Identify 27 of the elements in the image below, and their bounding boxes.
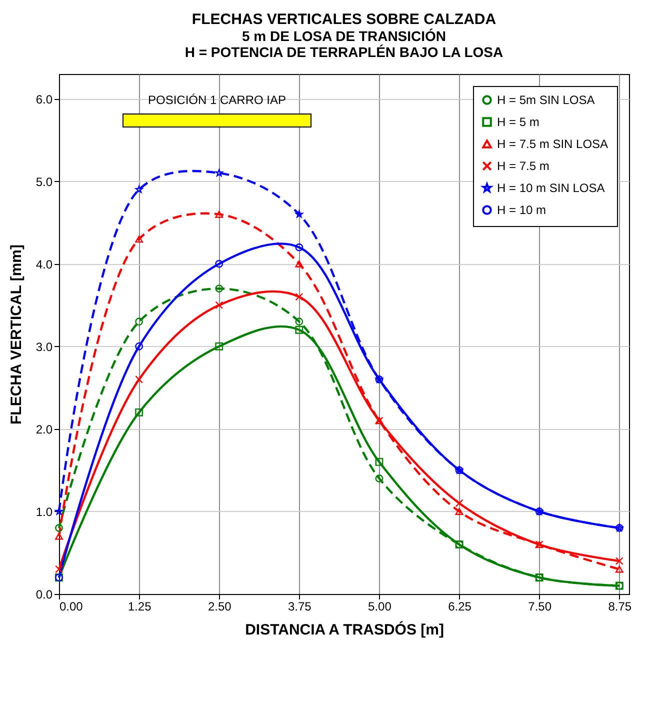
x-tick-label: 0.00 [60,600,84,614]
x-tick-label: 2.50 [208,600,232,614]
y-tick-label: 2.0 [36,422,53,436]
x-tick-label: 3.75 [288,600,312,614]
text: 5 m DE LOSA DE TRANSICIÓN [242,28,446,44]
legend-label: H = 7.5 m SIN LOSA [497,137,608,151]
x-tick-label: 5.00 [368,600,392,614]
legend-label: H = 10 m [497,203,546,217]
y-tick-label: 3.0 [36,340,53,354]
text: H = POTENCIA DE TERRAPLÉN BAJO LA LOSA [184,44,504,60]
chart-title: FLECHAS VERTICALES SOBRE CALZADA [192,11,496,28]
x-tick-label: 6.25 [448,600,472,614]
y-tick-label: 4.0 [36,257,53,272]
legend-label: H = 10 m SIN LOSA [497,181,605,195]
x-axis-title: DISTANCIA A TRASDÓS [m] [245,620,444,638]
y-tick-label: 1.0 [36,504,53,519]
annotation: POSICIÓN 1 CARRO IAP [148,93,286,107]
legend-label: H = 7.5 m [497,159,550,173]
y-tick-label: 5.0 [36,174,53,189]
y-tick-label: 6.0 [36,92,53,106]
y-axis-title: FLECHA VERTICAL [mm] [8,244,25,424]
y-tick-label: 0.0 [36,588,53,602]
x-tick-label: 1.25 [128,600,152,614]
x-tick-label: 8.75 [608,600,632,614]
x-tick-label: 7.50 [528,600,552,614]
legend-label: H = 5 m [497,115,540,129]
legend-label: H = 5m SIN LOSA [497,93,595,107]
